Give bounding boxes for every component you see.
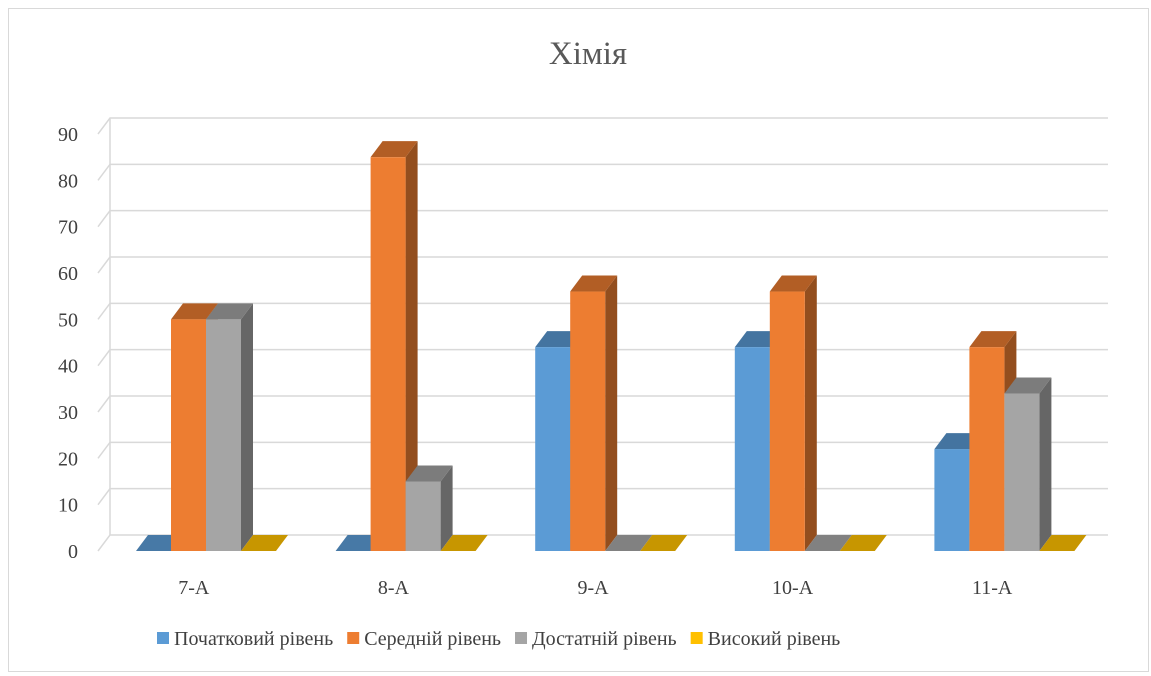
y-axis: 0 10 20 30 40 50 60 70 80 90 [58, 124, 78, 563]
bar-top [405, 465, 453, 482]
legend-label: Високий рівень [708, 628, 841, 650]
y-tick-label: 40 [58, 356, 78, 378]
gridline [97, 209, 1108, 228]
legend-label: Початковий рівень [174, 628, 333, 650]
y-tick-label: 70 [58, 217, 78, 239]
legend-item: Високий рівень [690, 628, 841, 650]
bar [1039, 535, 1087, 551]
gridline [97, 256, 1108, 274]
bars [136, 141, 1087, 551]
y-tick-label: 50 [58, 309, 78, 331]
bar [440, 535, 488, 551]
legend-item: Середній рівень [347, 628, 501, 650]
x-axis: 7-А 8-А 9-А 10-А 11-А [178, 577, 1013, 599]
x-tick-label: 9-А [577, 577, 609, 599]
legend-swatch [515, 632, 528, 644]
gridline [97, 163, 1108, 181]
bar-top [605, 535, 653, 551]
bar [206, 303, 253, 551]
bar [640, 535, 688, 551]
y-tick-label: 30 [58, 402, 78, 424]
bar-top [370, 141, 418, 158]
bar [804, 535, 852, 551]
bar-top [1039, 535, 1087, 551]
y-tick-label: 0 [68, 541, 78, 563]
bar-side [405, 141, 418, 551]
legend: Початковий рівень Середній рівень Достатні… [157, 628, 840, 650]
bar-front [405, 481, 441, 551]
gridline [97, 117, 1108, 135]
legend-swatch [347, 632, 360, 644]
bar [570, 275, 618, 551]
bar-top [570, 275, 618, 292]
bar-front [206, 319, 241, 551]
bar [241, 535, 288, 551]
bar-side [804, 275, 817, 551]
bar-side [241, 303, 253, 551]
bar-front [969, 347, 1005, 551]
bar-front [370, 157, 406, 551]
x-tick-label: 7-А [178, 577, 210, 599]
bar-top [171, 303, 218, 320]
y-tick-label: 90 [58, 124, 78, 146]
bar-top [969, 331, 1017, 348]
bar-front [734, 347, 770, 551]
bar [839, 535, 887, 551]
bar-front [570, 291, 606, 551]
bar-top [804, 535, 852, 551]
bar-top [440, 535, 488, 551]
bar-top [839, 535, 887, 551]
chart-title: Хімія [549, 36, 627, 72]
bar-top [769, 275, 817, 292]
legend-item: Початковий рівень [157, 628, 333, 650]
bar-top [640, 535, 688, 551]
bar-front [1004, 393, 1040, 551]
y-tick-label: 60 [58, 263, 78, 285]
bar [769, 275, 817, 551]
bar-side [440, 465, 453, 551]
bar-front [769, 291, 805, 551]
bar-side [1039, 377, 1052, 551]
bar-top [1004, 377, 1052, 394]
bar [605, 535, 653, 551]
legend-label: Достатній рівень [532, 628, 677, 650]
y-tick-label: 20 [58, 448, 78, 470]
legend-label: Середній рівень [364, 628, 501, 650]
x-tick-label: 8-А [378, 577, 410, 599]
bar [405, 465, 453, 551]
y-tick-label: 80 [58, 170, 78, 192]
bar [1004, 377, 1052, 551]
bar-front [535, 347, 571, 551]
bar-top [241, 535, 288, 551]
legend-item: Достатній рівень [515, 628, 677, 650]
bar-front [171, 319, 206, 551]
bar-side [605, 275, 618, 551]
bar-top [206, 303, 253, 320]
x-tick-label: 10-А [772, 577, 814, 599]
legend-swatch [690, 632, 703, 644]
y-tick-label: 10 [58, 495, 78, 517]
x-tick-label: 11-А [972, 577, 1013, 599]
bar-front [934, 449, 970, 551]
legend-swatch [157, 632, 169, 644]
bar [370, 141, 418, 551]
